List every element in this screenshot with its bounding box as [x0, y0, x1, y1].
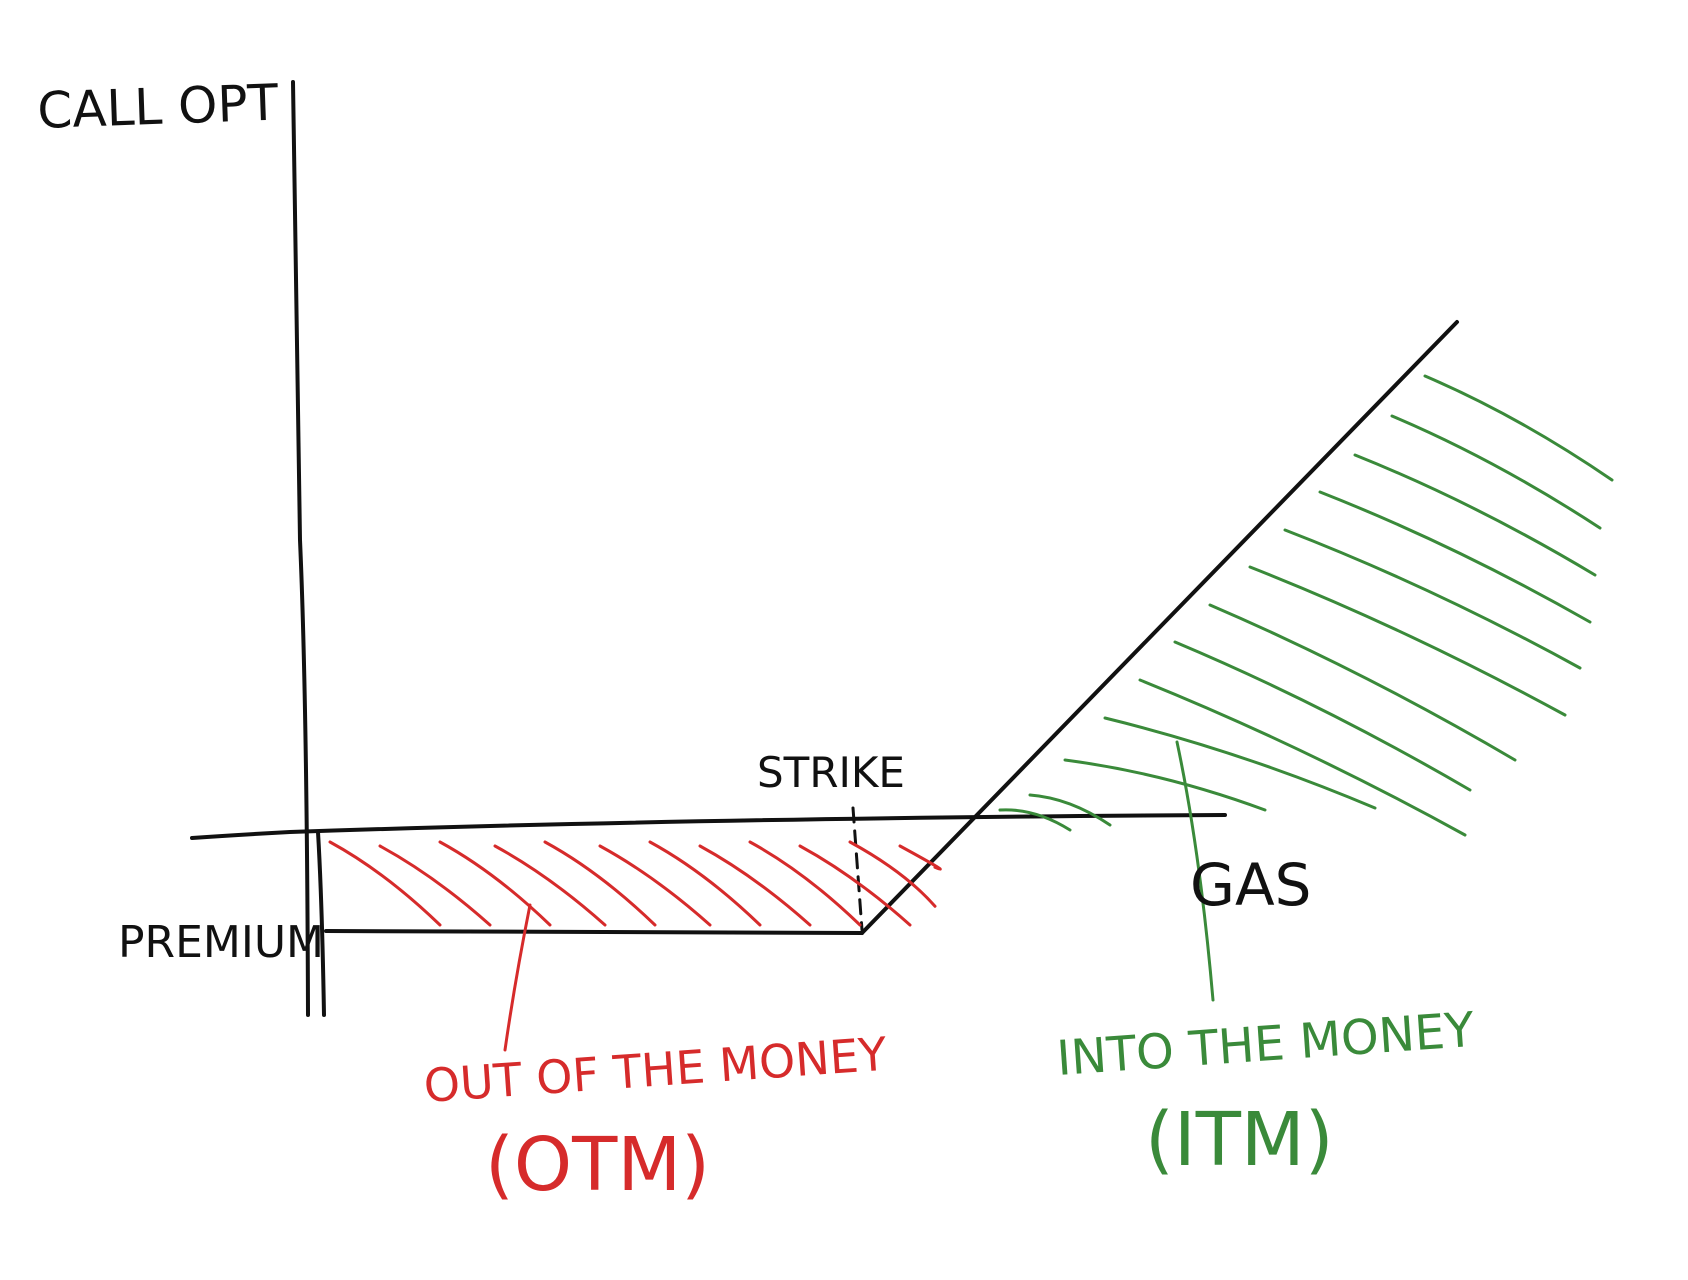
otm-hatch-stroke	[493, 844, 607, 927]
otm-hatch-stroke	[598, 844, 712, 927]
itm-label: INTO THE MONEY	[1055, 1002, 1477, 1087]
payoff-flat-segment	[324, 929, 864, 935]
payoff-rising-segment	[860, 320, 1459, 935]
otm-hatch-stroke	[438, 840, 552, 927]
itm-hatch-stroke	[1423, 374, 1614, 482]
itm-hatch-stroke	[1063, 758, 1267, 812]
itm-hatch-stroke	[1028, 793, 1112, 827]
otm-hatch-stroke	[698, 844, 812, 927]
premium-label: PREMIUM	[118, 917, 324, 968]
y-axis	[291, 80, 310, 1017]
itm-abbrev-label: (ITM)	[1145, 1097, 1334, 1183]
itm-hatch-stroke	[1318, 490, 1592, 624]
itm-hatch-stroke	[1353, 453, 1597, 577]
x-axis	[190, 813, 1227, 840]
itm-hatch-stroke	[1390, 414, 1602, 530]
itm-hatch-stroke	[1208, 603, 1517, 762]
otm-hatch-stroke	[543, 840, 657, 927]
itm-pointer-line	[1175, 740, 1215, 1002]
otm-hatch-stroke	[748, 840, 862, 927]
itm-hatch-stroke	[1103, 716, 1377, 810]
otm-hatch-stroke	[328, 840, 442, 927]
premium-marker	[316, 830, 326, 1017]
otm-abbrev-label: (OTM)	[485, 1122, 710, 1208]
x-axis-label: GAS	[1190, 851, 1311, 919]
otm-pointer-line	[503, 903, 532, 1052]
itm-hatch-stroke	[1138, 678, 1467, 837]
otm-hatch-stroke	[648, 840, 762, 927]
otm-hatch-area	[328, 840, 942, 927]
itm-hatch-stroke	[998, 808, 1072, 832]
otm-hatch-stroke	[378, 844, 492, 927]
otm-hatch-stroke	[898, 844, 942, 871]
itm-hatch-stroke	[1248, 565, 1567, 717]
strike-label: STRIKE	[757, 748, 905, 797]
otm-hatch-stroke	[798, 844, 912, 927]
otm-label: OUT OF THE MONEY	[422, 1027, 889, 1113]
itm-hatch-stroke	[1173, 640, 1472, 792]
itm-hatch-stroke	[1283, 528, 1582, 670]
y-axis-label: CALL OPT	[36, 74, 279, 140]
itm-hatch-area	[998, 374, 1614, 837]
strike-marker	[851, 806, 864, 932]
otm-hatch-stroke	[848, 840, 937, 908]
